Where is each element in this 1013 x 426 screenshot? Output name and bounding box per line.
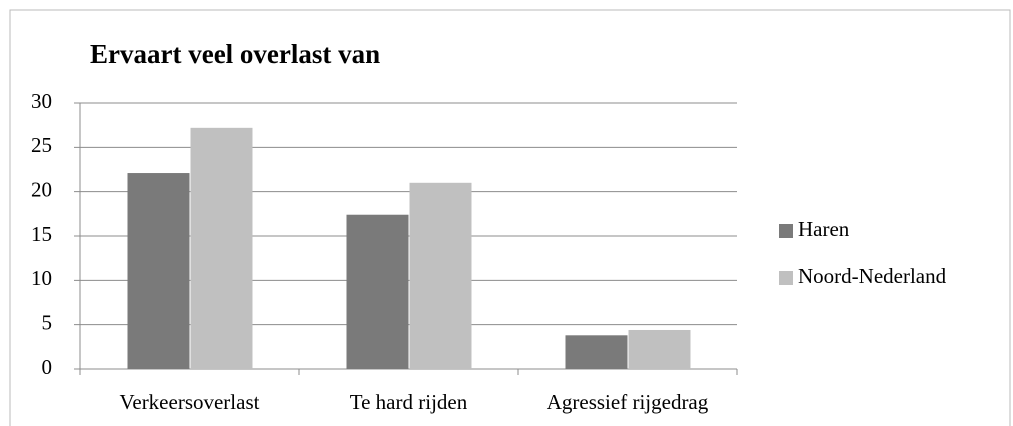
chart-title: Ervaart veel overlast van (90, 39, 380, 69)
bar (190, 127, 253, 370)
chart-frame (9, 9, 1011, 426)
y-tick-label: 5 (42, 310, 53, 334)
y-tick-label: 15 (31, 222, 52, 246)
legend-label: Noord-Nederland (798, 264, 947, 288)
y-tick-label: 20 (31, 177, 52, 201)
y-tick-label: 30 (31, 89, 52, 113)
legend-swatch (779, 271, 793, 285)
x-tick-label: Agressief rijgedrag (547, 390, 709, 414)
y-tick-label: 10 (31, 266, 52, 290)
bar (409, 182, 472, 369)
legend-swatch (779, 224, 793, 238)
legend-label: Haren (798, 217, 850, 241)
bar (127, 173, 190, 369)
x-tick-label: Te hard rijden (350, 390, 468, 414)
bar (628, 329, 691, 369)
bar (346, 214, 409, 369)
y-tick-label: 0 (42, 355, 53, 379)
x-tick-label: Verkeersoverlast (120, 390, 260, 414)
bar (565, 335, 628, 369)
y-tick-label: 25 (31, 133, 52, 157)
